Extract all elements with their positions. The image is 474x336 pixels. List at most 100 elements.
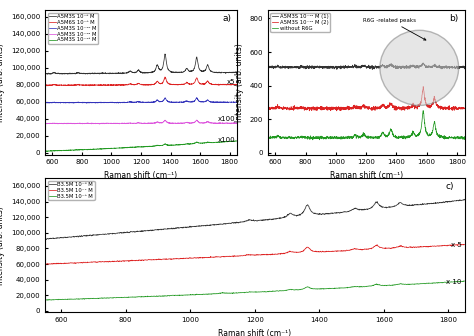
A5M3S 10⁻¹² M [44,122,49,126]
A5M3S 10⁻¹⁰ M [42,100,48,104]
A5M3S 10⁻¹² M [194,118,200,122]
A5M3S 10⁻¹³ M [234,139,240,143]
A5M3S 10⁻¹² M [46,122,52,126]
A5M3S 10⁻¹² M (1) [462,65,467,69]
Line: B3.5M 10⁻⁸ M: B3.5M 10⁻⁸ M [45,281,465,300]
without R6G [377,135,383,139]
B3.5M 10⁻⁶ M [43,238,48,242]
Y-axis label: Intensity (arb. units): Intensity (arb. units) [0,43,5,122]
B3.5M 10⁻⁸ M [302,286,308,290]
A5M3S 10⁻¹⁰ M [161,97,167,101]
A5M3S 10⁻¹² M (1) [353,65,358,69]
B3.5M 10⁻⁷ M [230,254,236,258]
Text: x100: x100 [218,116,236,122]
A5M3S 10⁻¹³ M [161,142,167,146]
Text: c): c) [446,182,454,191]
B3.5M 10⁻⁸ M [51,298,57,302]
X-axis label: Raman shift (cm⁻¹): Raman shift (cm⁻¹) [218,329,292,336]
B3.5M 10⁻⁶ M [302,207,308,211]
B3.5M 10⁻⁸ M [418,282,423,286]
A5M3S 10⁻¹³ M [152,144,157,148]
Text: x100: x100 [218,137,236,143]
B3.5M 10⁻⁸ M [42,298,48,302]
A5M3S 10⁻¹² M (2) [462,107,467,111]
A5M3S 10⁻¹² M (2) [334,109,339,113]
A5M6S 10⁻⁸ M [162,75,168,79]
A5M3S 10⁻¹² M [161,119,167,123]
without R6G [265,136,271,140]
Line: B3.5M 10⁻⁶ M: B3.5M 10⁻⁶ M [45,199,465,240]
Text: R6G -related peaks: R6G -related peaks [363,17,426,40]
A5M3S 10⁻¹² M (1) [369,68,375,72]
A5M6S 10⁻⁸ M [87,84,92,88]
without R6G [387,131,392,135]
A5M6S 10⁻⁸ M [234,83,240,87]
A5M3S 10⁻¹⁰ M [44,101,49,105]
B3.5M 10⁻⁷ M [42,262,48,266]
A5M3S 10⁻¹² M (1) [441,65,447,69]
X-axis label: Raman shift (cm⁻¹): Raman shift (cm⁻¹) [104,171,178,180]
B3.5M 10⁻⁶ M [51,236,57,240]
A5M3S 10⁻¹³ M [214,140,219,144]
B3.5M 10⁻⁶ M [462,197,467,201]
A5M3S 10⁻⁸ M [47,72,53,76]
Y-axis label: Intensity (arb. units): Intensity (arb. units) [235,43,244,122]
A5M3S 10⁻⁸ M [161,58,167,62]
A5M3S 10⁻¹² M (1) [266,64,272,68]
A5M3S 10⁻¹³ M [233,139,239,143]
A5M3S 10⁻¹⁰ M [128,100,134,104]
A5M3S 10⁻¹² M [234,121,240,125]
A5M3S 10⁻¹⁰ M [152,100,157,104]
A5M3S 10⁻¹³ M [128,145,134,150]
A5M3S 10⁻⁸ M [152,69,157,73]
Legend: A5M3S 10⁻¹² M (1), A5M3S 10⁻¹² M (2), without R6G: A5M3S 10⁻¹² M (1), A5M3S 10⁻¹² M (2), wi… [271,13,330,33]
A5M3S 10⁻¹² M (2) [377,107,383,111]
Text: x5: x5 [227,79,236,85]
A5M3S 10⁻¹² M (2) [353,105,359,109]
without R6G [266,136,272,140]
A5M6S 10⁻⁸ M [46,83,52,87]
B3.5M 10⁻⁷ M [302,247,308,251]
A5M3S 10⁻¹⁰ M [214,100,220,104]
B3.5M 10⁻⁷ M [43,262,48,266]
Text: x 10: x 10 [446,279,461,285]
Line: B3.5M 10⁻⁷ M: B3.5M 10⁻⁷ M [45,244,465,264]
without R6G [269,135,275,139]
Line: without R6G: without R6G [268,111,465,140]
A5M3S 10⁻¹² M (2) [269,107,275,111]
X-axis label: Raman shift (cm⁻¹): Raman shift (cm⁻¹) [329,171,403,180]
A5M3S 10⁻¹² M [42,122,48,126]
A5M3S 10⁻⁸ M [46,72,52,76]
A5M3S 10⁻¹² M [214,121,220,125]
A5M3S 10⁻⁸ M [128,69,134,73]
Line: A5M3S 10⁻¹² M (2): A5M3S 10⁻¹² M (2) [268,87,465,111]
A5M3S 10⁻¹² M [97,122,102,126]
A5M3S 10⁻⁸ M [214,71,220,75]
A5M3S 10⁻¹² M [128,121,134,125]
B3.5M 10⁻⁸ M [45,298,50,302]
A5M3S 10⁻¹² M [152,121,157,125]
B3.5M 10⁻⁷ M [462,243,467,247]
A5M3S 10⁻⁸ M [162,52,168,56]
A5M3S 10⁻¹² M (2) [387,101,392,105]
Legend: B3.5M 10⁻⁶ M, B3.5M 10⁻⁷ M, B3.5M 10⁻⁸ M: B3.5M 10⁻⁶ M, B3.5M 10⁻⁷ M, B3.5M 10⁻⁸ M [48,181,94,201]
A5M3S 10⁻¹² M (1) [265,66,271,70]
without R6G [353,133,359,137]
Text: x 5: x 5 [451,242,461,248]
A5M6S 10⁻⁸ M [152,82,157,86]
A5M3S 10⁻¹² M (2) [441,106,447,110]
A5M3S 10⁻¹³ M [42,149,48,153]
B3.5M 10⁻⁷ M [418,245,423,249]
B3.5M 10⁻⁸ M [281,289,287,293]
A5M3S 10⁻¹³ M [44,149,49,153]
Line: A5M3S 10⁻¹³ M: A5M3S 10⁻¹³ M [45,141,237,152]
A5M3S 10⁻¹³ M [44,150,50,154]
A5M6S 10⁻⁸ M [128,82,134,86]
A5M3S 10⁻⁸ M [234,70,240,74]
without R6G [420,109,426,113]
B3.5M 10⁻⁶ M [42,237,48,241]
A5M3S 10⁻¹² M (1) [420,61,426,65]
Line: A5M3S 10⁻⁸ M: A5M3S 10⁻⁸ M [45,54,237,74]
B3.5M 10⁻⁷ M [281,251,287,255]
Line: A5M3S 10⁻¹² M (1): A5M3S 10⁻¹² M (1) [268,63,465,70]
